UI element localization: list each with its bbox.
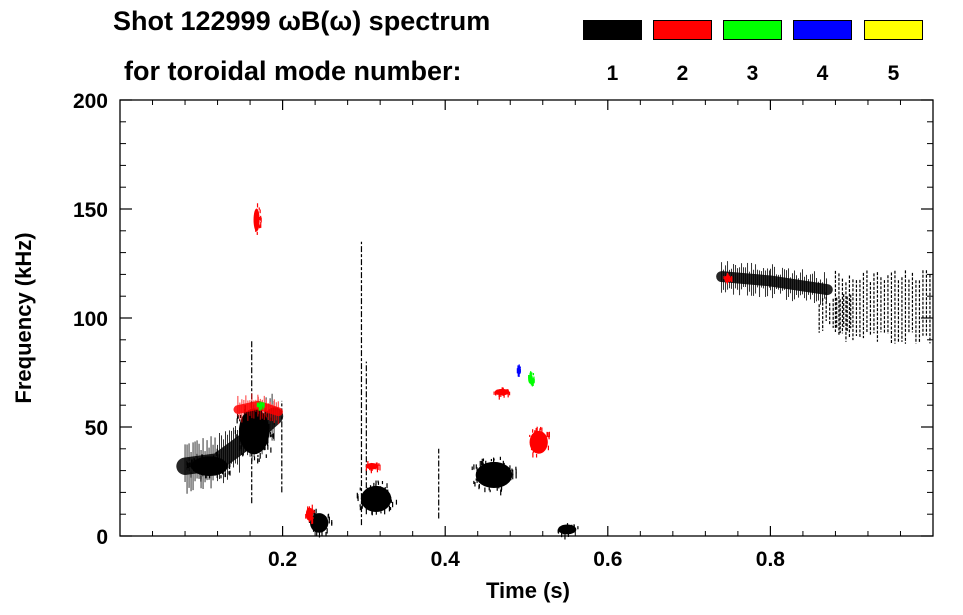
spectral-feature-mode-1 [356,480,398,516]
spectral-feature-mode-1 [308,508,333,538]
x-tick-label: 0.2 [268,548,297,571]
spectral-feature-mode-2 [493,387,511,400]
legend-swatch-mode-3 [723,20,782,40]
spectral-feature-mode-1 [471,456,517,496]
legend-label-mode-1: 1 [606,62,619,85]
legend-label-mode-2: 2 [676,62,689,85]
spectral-feature-mode-3 [256,401,265,411]
y-tick-label: 50 [85,417,108,440]
x-tick-label: 0.8 [756,548,786,571]
x-tick-label: 0.4 [431,548,461,571]
legend-label-mode-3: 3 [746,62,759,85]
spectral-feature-mode-2 [253,203,262,235]
spectral-feature-mode-1 [186,451,231,482]
legend-swatch-mode-1 [583,20,642,40]
spectral-feature-mode-1 [716,261,833,305]
spectral-feature-mode-2 [305,504,315,525]
legend-swatch-mode-4 [793,20,852,40]
spectral-feature-mode-3 [528,371,535,387]
spectral-feature-mode-1 [557,523,579,540]
spectral-feature-mode-1 [818,292,852,334]
chart-subtitle: for toroidal mode number: [124,56,462,86]
spectral-feature-mode-1 [834,270,931,344]
y-tick-label: 200 [73,90,108,113]
y-axis-label: Frequency (kHz) [11,232,36,403]
data-layer [176,203,931,540]
legend-swatch-mode-5 [864,20,923,40]
x-axis-label: Time (s) [486,578,570,603]
axes: 0.2 0.4 0.6 0.8 0 50 100 150 200 [73,90,934,571]
plot-frame [119,99,934,537]
chart-title: Shot 122999 ωB(ω) spectrum [113,6,491,36]
legend-label-mode-5: 5 [887,62,900,85]
spectral-feature-mode-2 [723,272,733,285]
y-tick-label: 100 [73,308,108,331]
legend-swatch-mode-2 [653,20,712,40]
legend-label-mode-4: 4 [816,62,829,85]
y-tick-label: 0 [96,526,108,549]
x-tick-label: 0.6 [593,548,622,571]
spectral-feature-mode-2 [365,461,381,474]
spectral-feature-mode-4 [516,364,521,377]
spectral-feature-mode-2 [529,426,550,458]
y-tick-label: 150 [73,199,108,222]
